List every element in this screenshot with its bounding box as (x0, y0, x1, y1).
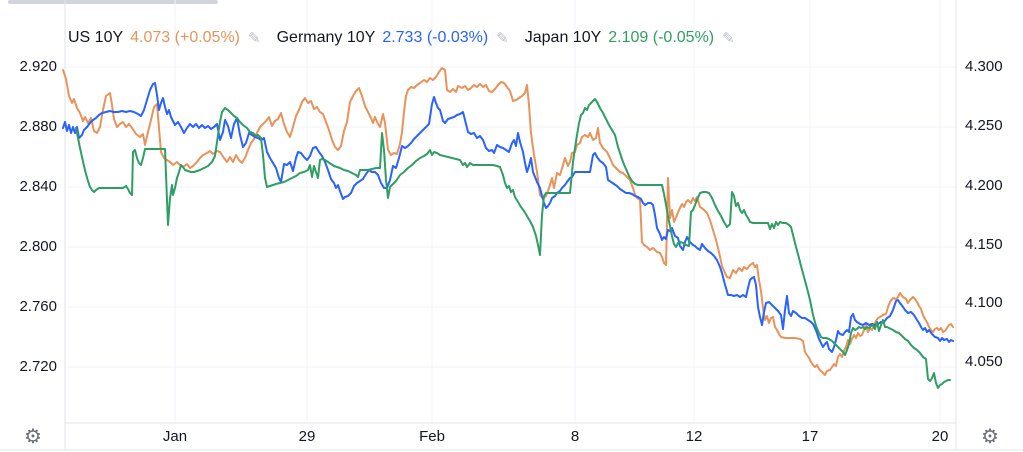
series-value-japan: 2.109 (-0.05%) (608, 29, 715, 46)
right-axis-tick-label: 4.150 (965, 236, 1003, 253)
series-value-germany: 2.733 (-0.03%) (382, 29, 489, 46)
right-axis-tick-label: 4.300 (965, 58, 1003, 75)
series-value-us: 4.073 (+0.05%) (130, 29, 241, 46)
left-axis-settings-gear-icon[interactable]: ⚙ (24, 426, 42, 448)
left-axis-tick-label: 2.840 (19, 178, 57, 195)
time-axis-tick-label: 29 (298, 428, 316, 445)
time-axis-tick-label: 17 (801, 428, 819, 445)
right-axis-tick-label: 4.250 (965, 117, 1003, 134)
series-line-us-10y[interactable] (62, 67, 954, 376)
legend: US 10Y 4.073 (+0.05%) ✎ Germany 10Y 2.73… (68, 29, 751, 47)
left-axis-tick-label: 2.760 (19, 298, 57, 315)
edit-pencil-icon-japan[interactable]: ✎ (722, 30, 735, 47)
time-axis-tick-label: Feb (419, 428, 445, 445)
left-axis-tick-label: 2.800 (19, 238, 57, 255)
left-axis-tick-label: 2.920 (19, 58, 57, 75)
edit-pencil-icon-us[interactable]: ✎ (248, 30, 261, 47)
time-axis-tick-label: Jan (162, 428, 188, 445)
right-axis-tick-label: 4.050 (965, 353, 1003, 370)
series-label-us: US 10Y (68, 29, 124, 46)
right-axis-tick-label: 4.200 (965, 177, 1003, 194)
series-line-germany-10y[interactable] (62, 82, 954, 353)
left-axis-tick-label: 2.880 (19, 118, 57, 135)
time-axis-tick-label: 20 (931, 428, 949, 445)
right-axis-settings-gear-icon[interactable]: ⚙ (981, 426, 999, 448)
series-label-germany: Germany 10Y (276, 29, 376, 46)
top-scrollbar-thumb[interactable] (8, 0, 218, 4)
series-label-japan: Japan 10Y (524, 29, 602, 46)
left-axis-tick-label: 2.720 (19, 358, 57, 375)
series-line-japan-10y[interactable] (75, 98, 951, 389)
right-axis-tick-label: 4.100 (965, 294, 1003, 311)
time-axis-tick-label: 12 (685, 428, 703, 445)
edit-pencil-icon-germany[interactable]: ✎ (496, 30, 509, 47)
time-axis-tick-label: 8 (570, 428, 580, 445)
